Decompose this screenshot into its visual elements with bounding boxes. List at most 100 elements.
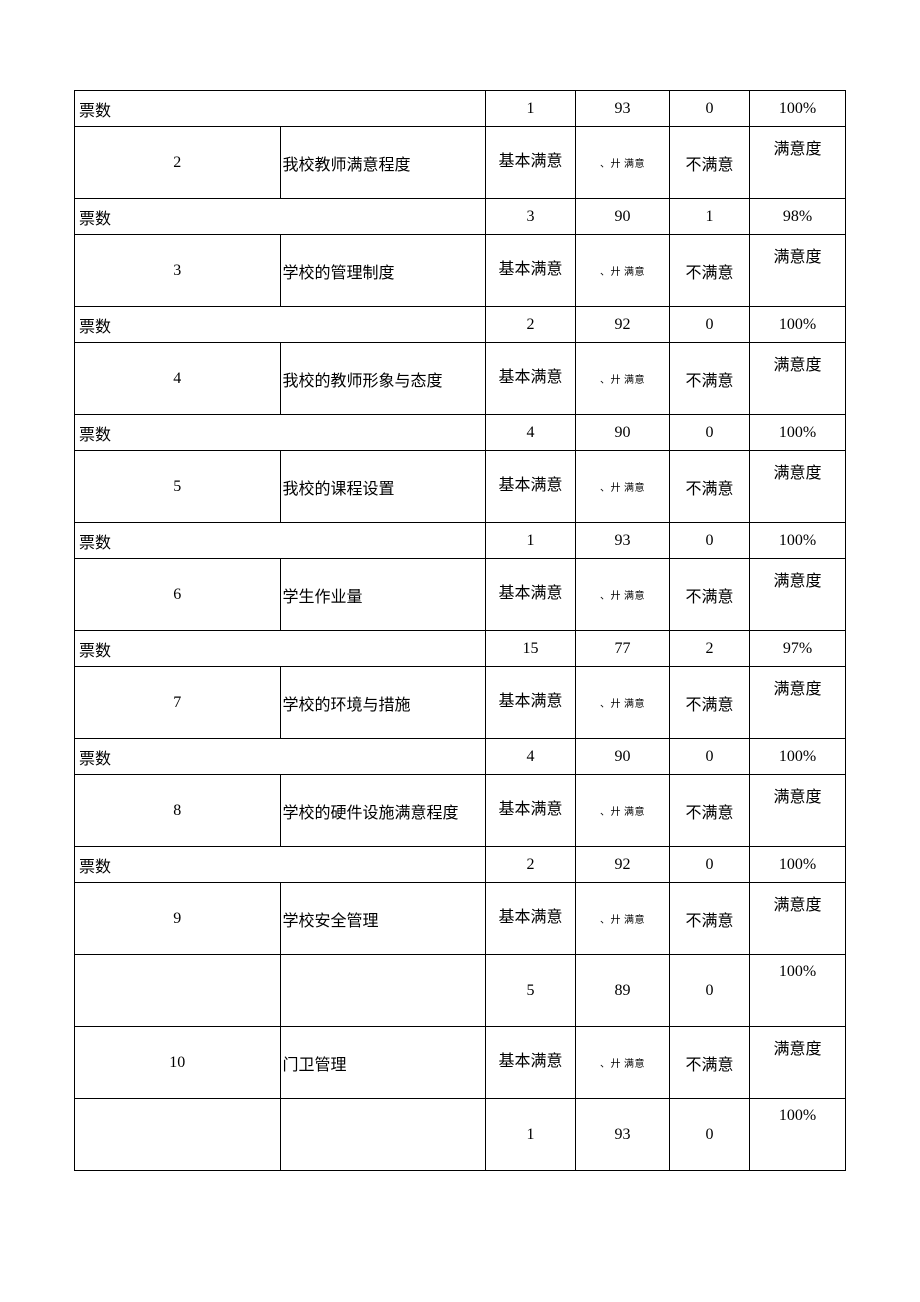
col-basic-satisfied-header: 基本满意 — [486, 343, 576, 415]
votes-satisfied: 90 — [576, 739, 670, 775]
col-basic-satisfied-header: 基本满意 — [486, 667, 576, 739]
col-basic-satisfied-header: 基本满意 — [486, 451, 576, 523]
votes-satisfied: 93 — [576, 1099, 670, 1171]
item-title: 我校教师满意程度 — [280, 127, 486, 199]
votes-label: 票数 — [75, 739, 486, 775]
col-not-satisfied-header: 不满意 — [670, 343, 750, 415]
votes-satisfied: 89 — [576, 955, 670, 1027]
votes-satisfied: 92 — [576, 847, 670, 883]
item-index: 8 — [75, 775, 281, 847]
col-satisfied-header: 、廾 满意 — [576, 343, 670, 415]
col-rate-header: 满意度 — [750, 127, 846, 199]
item-index: 2 — [75, 127, 281, 199]
votes-not-satisfied: 0 — [670, 91, 750, 127]
item-title: 学校的硬件设施满意程度 — [280, 775, 486, 847]
item-title: 学校的环境与措施 — [280, 667, 486, 739]
votes-basic-satisfied: 2 — [486, 307, 576, 343]
votes-satisfied: 77 — [576, 631, 670, 667]
col-satisfied-header: 、廾 满意 — [576, 667, 670, 739]
col-basic-satisfied-header: 基本满意 — [486, 559, 576, 631]
votes-rate: 100% — [750, 739, 846, 775]
votes-satisfied: 93 — [576, 523, 670, 559]
survey-item-row: 4我校的教师形象与态度基本满意、廾 满意不满意满意度 — [75, 343, 846, 415]
col-rate-header: 满意度 — [750, 1027, 846, 1099]
survey-item-row: 3学校的管理制度基本满意、廾 满意不满意满意度 — [75, 235, 846, 307]
votes-idx-empty — [75, 955, 281, 1027]
col-rate-header: 满意度 — [750, 235, 846, 307]
votes-basic-satisfied: 1 — [486, 1099, 576, 1171]
col-not-satisfied-header: 不满意 — [670, 559, 750, 631]
votes-basic-satisfied: 15 — [486, 631, 576, 667]
col-not-satisfied-header: 不满意 — [670, 127, 750, 199]
survey-votes-row: 1930100% — [75, 1099, 846, 1171]
votes-basic-satisfied: 1 — [486, 91, 576, 127]
item-index: 5 — [75, 451, 281, 523]
votes-label: 票数 — [75, 307, 486, 343]
votes-basic-satisfied: 1 — [486, 523, 576, 559]
votes-satisfied: 93 — [576, 91, 670, 127]
survey-votes-row: 票数1577297% — [75, 631, 846, 667]
votes-not-satisfied: 0 — [670, 739, 750, 775]
votes-rate: 100% — [750, 523, 846, 559]
col-rate-header: 满意度 — [750, 343, 846, 415]
survey-table-body: 票数1930100%2我校教师满意程度基本满意、廾 满意不满意满意度票数3901… — [75, 91, 846, 1171]
item-title: 学校的管理制度 — [280, 235, 486, 307]
votes-not-satisfied: 2 — [670, 631, 750, 667]
col-not-satisfied-header: 不满意 — [670, 667, 750, 739]
item-index: 10 — [75, 1027, 281, 1099]
col-not-satisfied-header: 不满意 — [670, 235, 750, 307]
votes-satisfied: 90 — [576, 415, 670, 451]
votes-not-satisfied: 0 — [670, 523, 750, 559]
votes-rate: 100% — [750, 307, 846, 343]
survey-item-row: 9学校安全管理基本满意、廾 满意不满意满意度 — [75, 883, 846, 955]
votes-basic-satisfied: 4 — [486, 739, 576, 775]
col-basic-satisfied-header: 基本满意 — [486, 1027, 576, 1099]
survey-item-row: 7学校的环境与措施基本满意、廾 满意不满意满意度 — [75, 667, 846, 739]
votes-rate: 98% — [750, 199, 846, 235]
item-title: 学生作业量 — [280, 559, 486, 631]
item-title: 我校的教师形象与态度 — [280, 343, 486, 415]
votes-basic-satisfied: 2 — [486, 847, 576, 883]
col-rate-header: 满意度 — [750, 667, 846, 739]
item-index: 3 — [75, 235, 281, 307]
survey-votes-row: 票数1930100% — [75, 91, 846, 127]
votes-not-satisfied: 1 — [670, 199, 750, 235]
survey-votes-row: 票数1930100% — [75, 523, 846, 559]
survey-item-row: 10门卫管理基本满意、廾 满意不满意满意度 — [75, 1027, 846, 1099]
col-satisfied-header: 、廾 满意 — [576, 883, 670, 955]
col-rate-header: 满意度 — [750, 883, 846, 955]
item-index: 7 — [75, 667, 281, 739]
survey-votes-row: 票数4900100% — [75, 739, 846, 775]
item-title: 我校的课程设置 — [280, 451, 486, 523]
col-satisfied-header: 、廾 满意 — [576, 127, 670, 199]
votes-rate: 97% — [750, 631, 846, 667]
survey-table: 票数1930100%2我校教师满意程度基本满意、廾 满意不满意满意度票数3901… — [74, 90, 846, 1171]
col-basic-satisfied-header: 基本满意 — [486, 127, 576, 199]
col-not-satisfied-header: 不满意 — [670, 775, 750, 847]
col-basic-satisfied-header: 基本满意 — [486, 235, 576, 307]
votes-not-satisfied: 0 — [670, 1099, 750, 1171]
survey-votes-row: 票数390198% — [75, 199, 846, 235]
votes-label: 票数 — [75, 199, 486, 235]
col-not-satisfied-header: 不满意 — [670, 1027, 750, 1099]
votes-label: 票数 — [75, 91, 486, 127]
votes-label: 票数 — [75, 415, 486, 451]
votes-label: 票数 — [75, 631, 486, 667]
col-not-satisfied-header: 不满意 — [670, 451, 750, 523]
item-index: 6 — [75, 559, 281, 631]
survey-votes-row: 票数2920100% — [75, 847, 846, 883]
votes-not-satisfied: 0 — [670, 955, 750, 1027]
votes-rate: 100% — [750, 1099, 846, 1171]
survey-item-row: 6学生作业量基本满意、廾 满意不满意满意度 — [75, 559, 846, 631]
votes-basic-satisfied: 3 — [486, 199, 576, 235]
item-index: 9 — [75, 883, 281, 955]
votes-basic-satisfied: 5 — [486, 955, 576, 1027]
votes-idx-empty — [75, 1099, 281, 1171]
survey-item-row: 5我校的课程设置基本满意、廾 满意不满意满意度 — [75, 451, 846, 523]
item-title: 学校安全管理 — [280, 883, 486, 955]
col-basic-satisfied-header: 基本满意 — [486, 775, 576, 847]
survey-item-row: 2我校教师满意程度基本满意、廾 满意不满意满意度 — [75, 127, 846, 199]
col-satisfied-header: 、廾 满意 — [576, 775, 670, 847]
survey-votes-row: 票数4900100% — [75, 415, 846, 451]
col-basic-satisfied-header: 基本满意 — [486, 883, 576, 955]
